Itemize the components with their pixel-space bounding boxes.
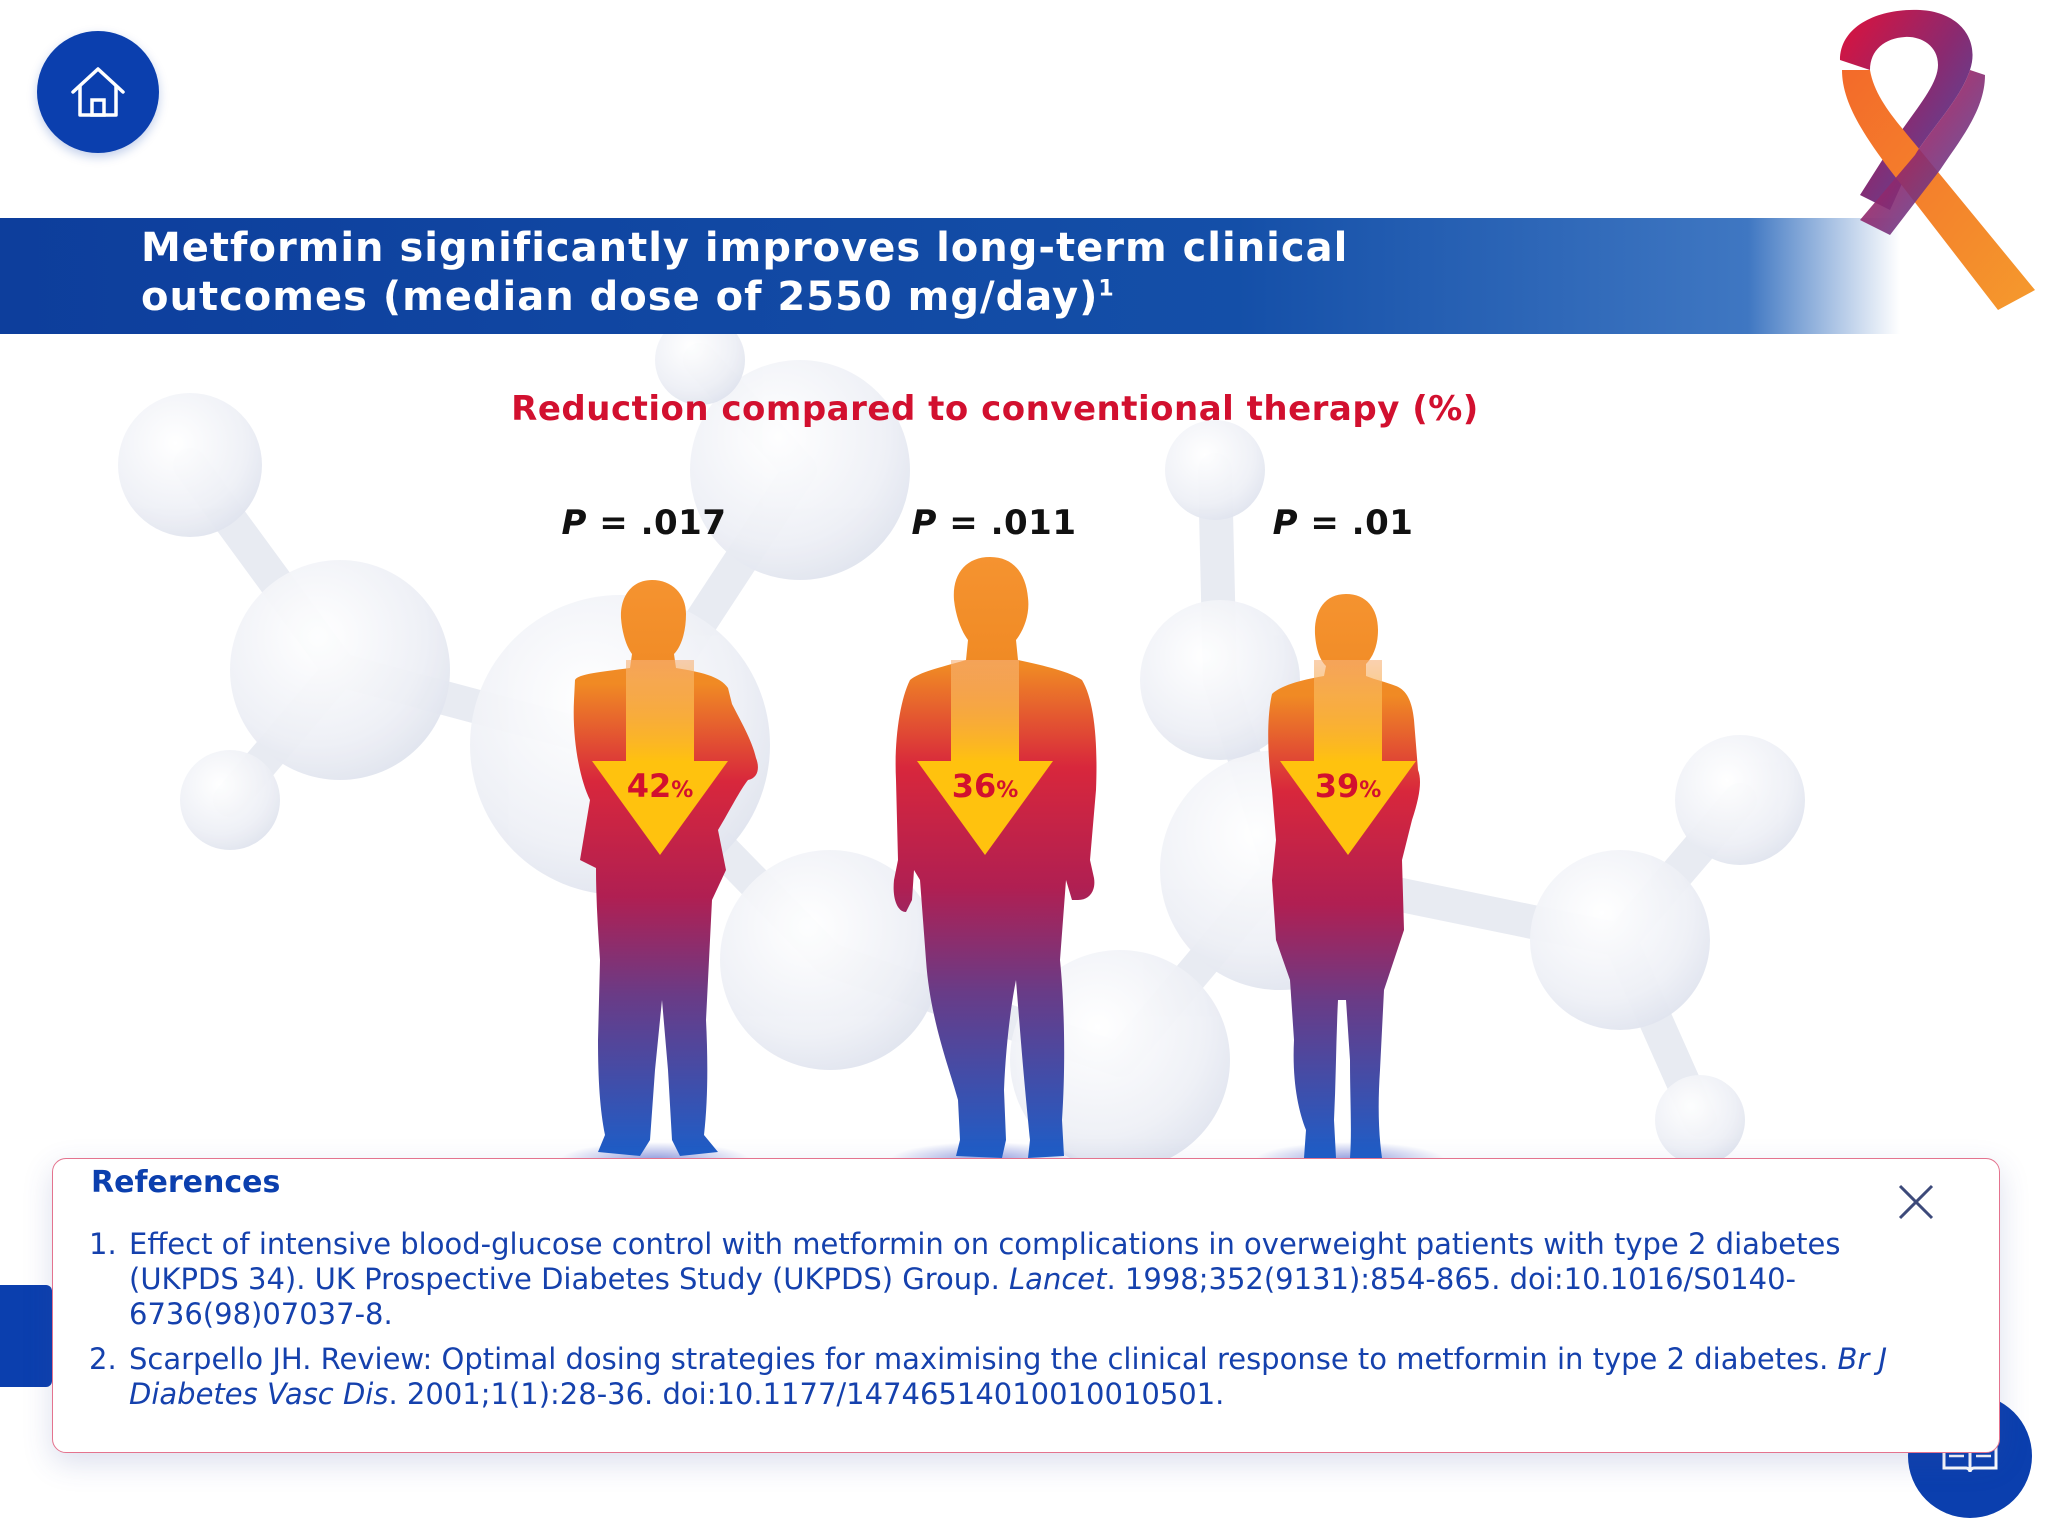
- reference-number: 1.: [89, 1227, 117, 1261]
- page-title-line-1: Metformin significantly improves long-te…: [141, 225, 1349, 271]
- arrow-head: [592, 761, 728, 855]
- references-heading: References: [91, 1165, 281, 1200]
- p-value-text: .017: [640, 503, 727, 543]
- references-panel: References 1. Effect of intensive blood-…: [52, 1158, 2000, 1453]
- side-tab[interactable]: [0, 1285, 52, 1387]
- reduction-value: 39%: [1315, 767, 1382, 805]
- title-band: [0, 218, 1900, 334]
- p-value-3: P = .01: [1272, 503, 1414, 543]
- page-title-line-2-text: outcomes (median dose of 2550 mg/day): [141, 274, 1099, 320]
- p-label: P: [911, 503, 937, 543]
- arrow-head: [1280, 761, 1416, 855]
- home-icon: [71, 67, 125, 117]
- reference-details: . 2001;1(1):28-36. doi:10.1177/147465140…: [388, 1377, 1225, 1411]
- awareness-ribbon-logo: [1840, 9, 2035, 310]
- reference-item-1: 1. Effect of intensive blood-glucose con…: [89, 1227, 1949, 1332]
- reference-text: Effect of intensive blood-glucose contro…: [129, 1227, 1841, 1296]
- p-label: P: [561, 503, 587, 543]
- p-value-text: .011: [990, 503, 1077, 543]
- chart-title: Reduction compared to conventional thera…: [511, 389, 1479, 429]
- p-value-1: P = .017: [561, 503, 727, 543]
- reference-text: Scarpello JH. Review: Optimal dosing str…: [129, 1342, 1838, 1376]
- page-title: Metformin significantly improves long-te…: [141, 224, 1441, 322]
- reduction-arrow-3: 39%: [1280, 660, 1416, 855]
- reference-details: . 1998;352(9131):854-865. doi:10.1016/S0…: [129, 1262, 1796, 1331]
- reference-journal: Lancet: [1009, 1262, 1107, 1296]
- reference-journal: Br J Diabetes Vasc Dis: [129, 1342, 1888, 1411]
- reference-item-2: 2. Scarpello JH. Review: Optimal dosing …: [89, 1342, 1949, 1412]
- reduction-arrow-1: 42%: [592, 660, 728, 855]
- p-label: P: [1272, 503, 1298, 543]
- reduction-value: 42%: [627, 767, 694, 805]
- title-footnote: 1: [1098, 276, 1115, 302]
- arrow-head: [917, 761, 1053, 855]
- reduction-arrow-2: 36%: [917, 660, 1053, 855]
- home-button[interactable]: [37, 31, 159, 153]
- reference-number: 2.: [89, 1342, 117, 1376]
- page-title-line-2: outcomes (median dose of 2550 mg/day)1: [141, 273, 1441, 322]
- arrow-shaft: [951, 660, 1019, 762]
- p-value-text: .01: [1351, 503, 1414, 543]
- arrow-shaft: [626, 660, 694, 762]
- references-list: 1. Effect of intensive blood-glucose con…: [89, 1227, 1949, 1422]
- p-value-2: P = .011: [911, 503, 1077, 543]
- reduction-value: 36%: [952, 767, 1019, 805]
- arrow-shaft: [1314, 660, 1382, 762]
- silhouette-man-2: [890, 557, 1097, 1178]
- close-icon[interactable]: [1894, 1180, 1938, 1224]
